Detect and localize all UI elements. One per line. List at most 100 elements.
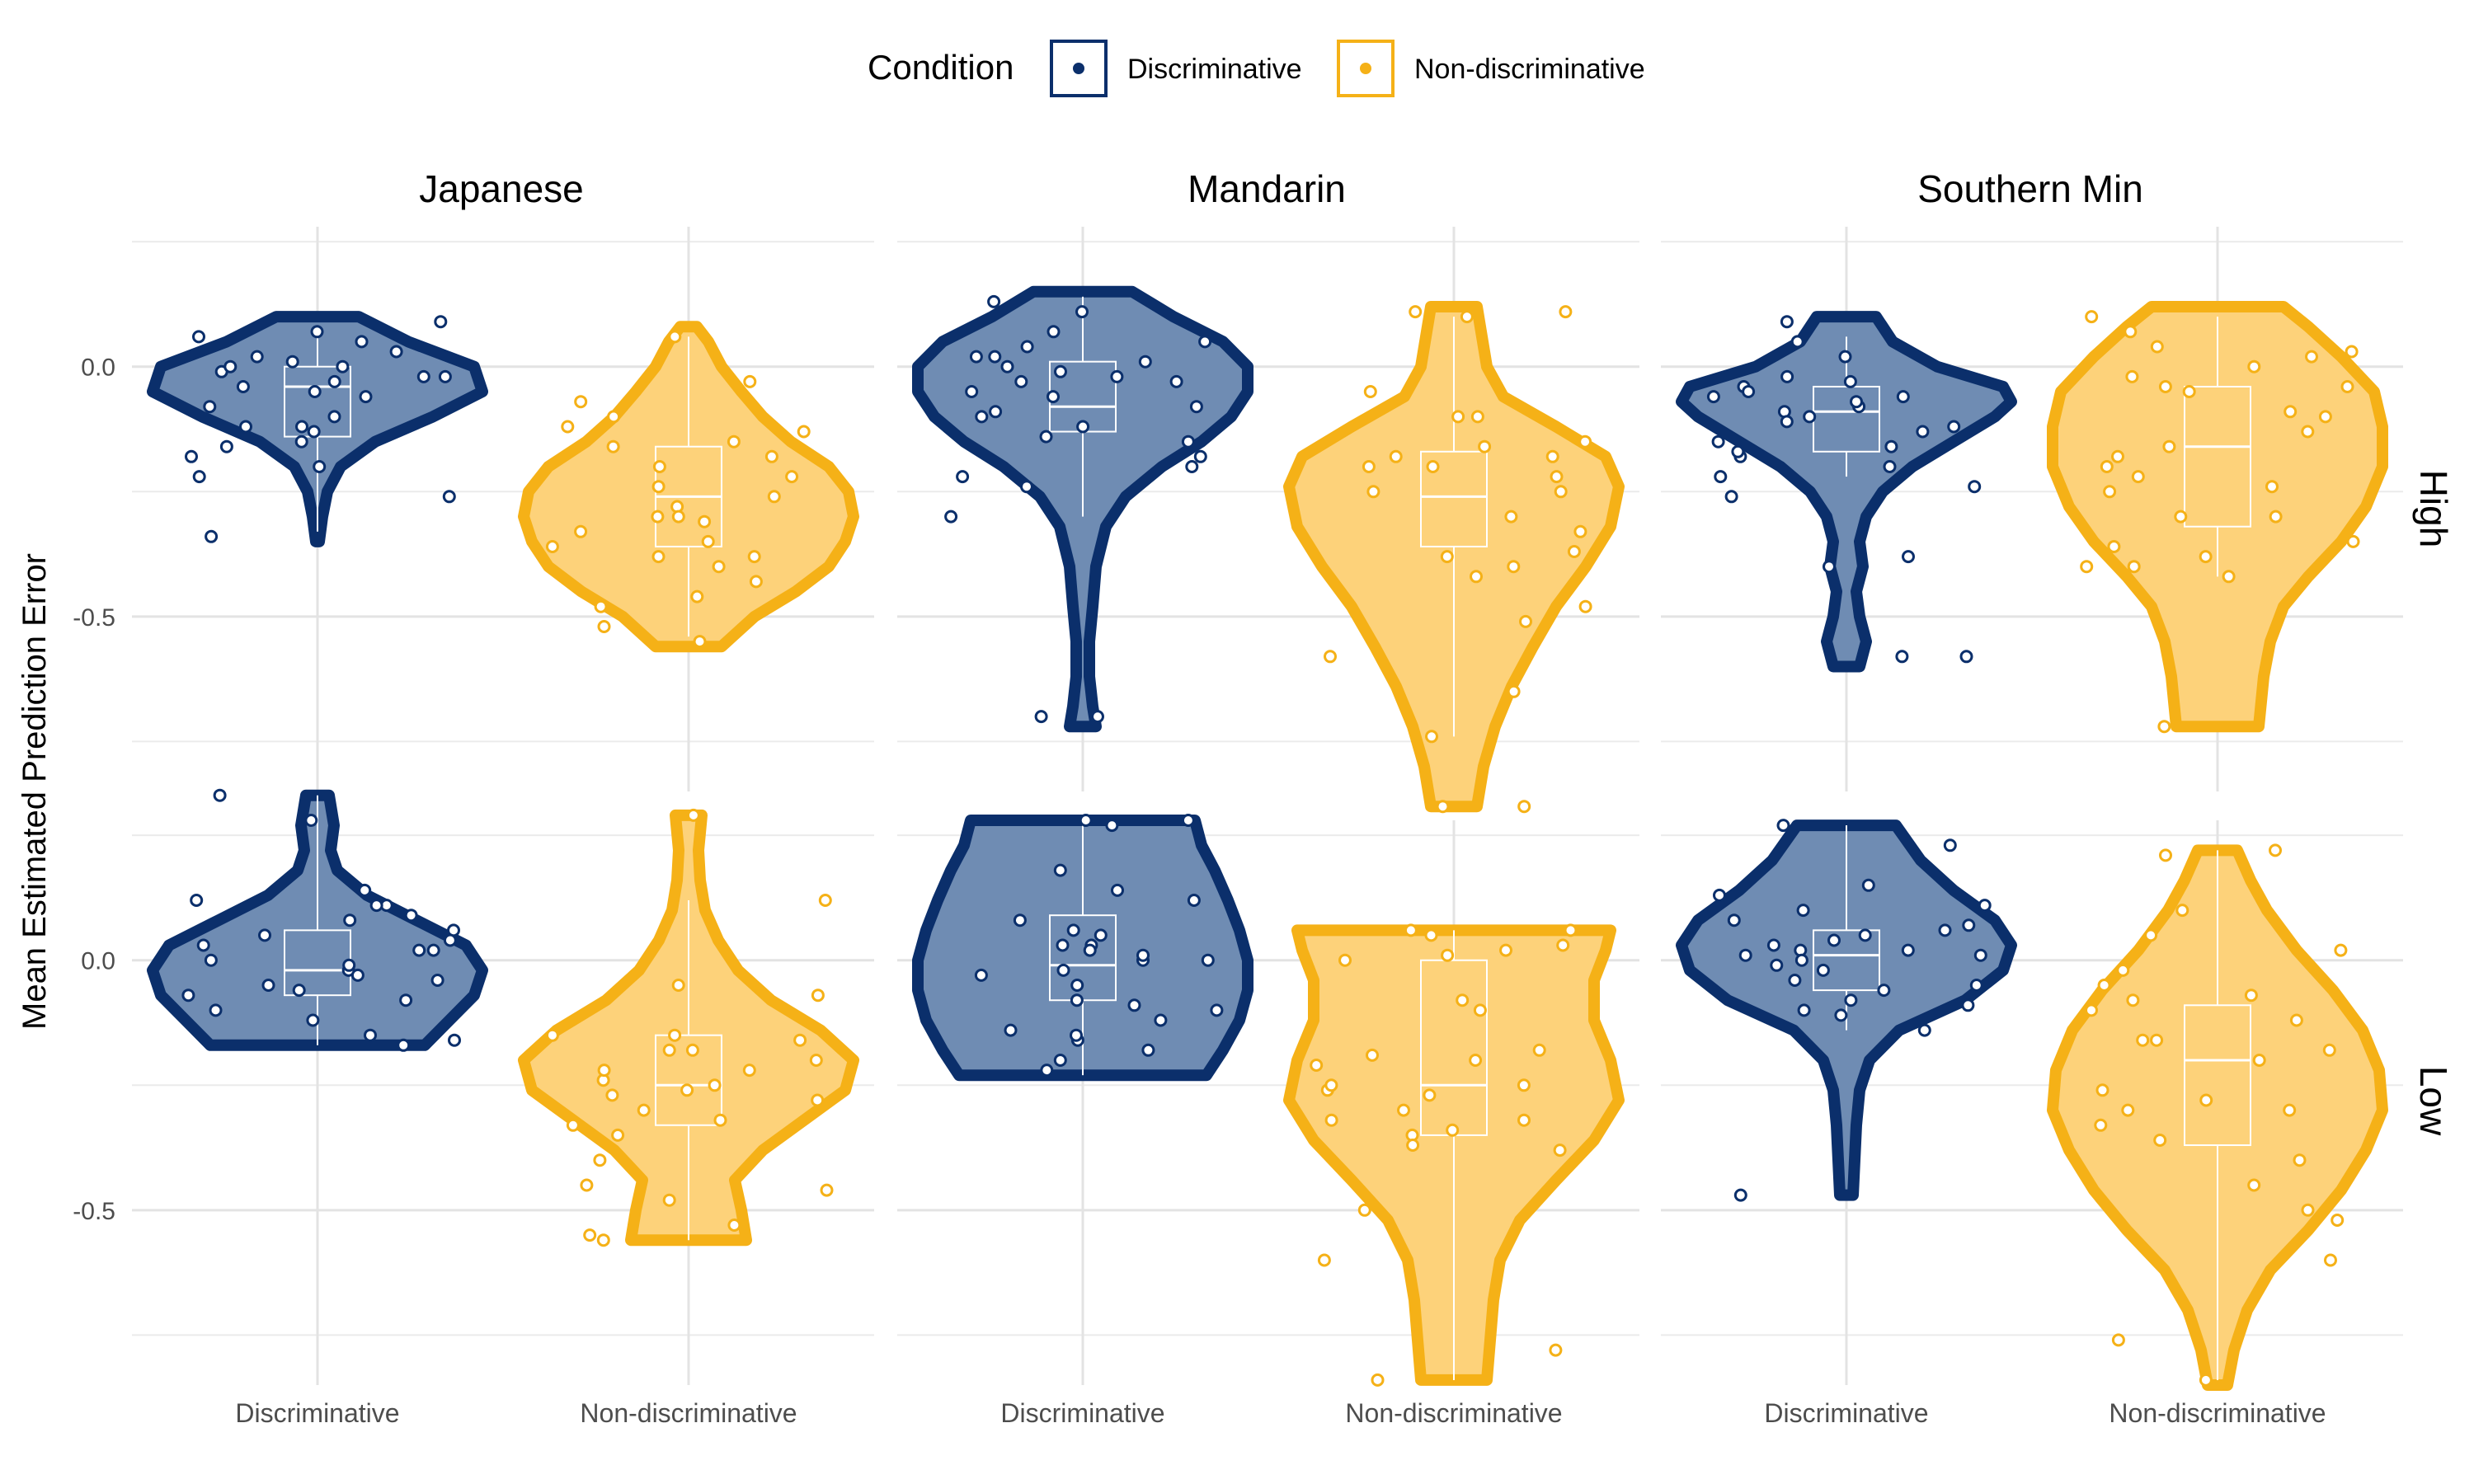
- group-non-discriminative: [1283, 301, 1625, 814]
- data-point: [1895, 650, 1909, 664]
- data-point: [1406, 1139, 1420, 1152]
- data-point: [1943, 838, 1957, 852]
- data-point: [580, 1178, 594, 1192]
- data-point: [764, 449, 778, 463]
- data-point: [1733, 1188, 1747, 1202]
- data-point: [1711, 434, 1725, 448]
- data-point: [1366, 1048, 1379, 1062]
- data-point: [561, 420, 575, 434]
- data-point: [1553, 1144, 1567, 1158]
- data-point: [1796, 904, 1810, 918]
- facet-label-high: High: [2412, 470, 2455, 548]
- data-point: [1901, 943, 1915, 957]
- data-point: [1075, 305, 1089, 319]
- data-point: [668, 1028, 682, 1042]
- data-point: [1564, 923, 1578, 937]
- data-point: [2252, 1054, 2266, 1067]
- data-point: [196, 938, 210, 952]
- data-point: [742, 1064, 756, 1078]
- data-point: [2284, 405, 2298, 419]
- data-point: [749, 575, 763, 589]
- data-point: [258, 928, 271, 942]
- data-point: [1056, 938, 1070, 952]
- data-point: [2085, 310, 2099, 324]
- facet-label-japanese: Japanese: [419, 167, 584, 210]
- box-iqr: [2184, 385, 2251, 528]
- data-point: [1310, 1059, 1324, 1072]
- data-point: [250, 350, 264, 364]
- facet-label-low: Low: [2412, 1066, 2455, 1136]
- data-point: [651, 550, 666, 564]
- data-point: [1780, 415, 1794, 429]
- data-point: [2334, 943, 2348, 957]
- data-point: [743, 374, 757, 388]
- data-point: [818, 894, 832, 907]
- data-point: [1969, 979, 1983, 992]
- data-point: [1056, 963, 1070, 977]
- data-point: [1559, 305, 1573, 319]
- data-point: [2269, 843, 2282, 857]
- data-point: [594, 599, 608, 613]
- data-point: [1193, 449, 1207, 463]
- data-point: [1517, 1078, 1531, 1092]
- group-discriminative: [147, 788, 488, 1052]
- panel-mandarin-high: [897, 227, 1639, 814]
- data-point: [668, 330, 682, 344]
- data-point: [448, 1033, 461, 1047]
- data-point: [1727, 913, 1741, 928]
- data-point: [671, 979, 685, 992]
- data-point: [1713, 888, 1726, 902]
- data-point: [350, 968, 365, 982]
- data-point: [2095, 1083, 2109, 1097]
- data-point: [1040, 1064, 1054, 1078]
- data-point: [1053, 863, 1067, 877]
- data-point: [1169, 374, 1183, 388]
- data-point: [1141, 1043, 1155, 1057]
- data-point: [209, 1003, 223, 1017]
- data-point: [336, 359, 350, 373]
- violin-discriminative: [1676, 311, 2017, 673]
- data-point: [416, 369, 430, 383]
- data-point: [2126, 993, 2140, 1007]
- data-point: [708, 1078, 722, 1092]
- data-point: [438, 369, 452, 383]
- data-point: [343, 913, 357, 928]
- legend-label-discriminative: Discriminative: [1127, 54, 1302, 85]
- data-point: [1066, 923, 1080, 937]
- data-point: [1020, 340, 1034, 354]
- data-point: [306, 1013, 320, 1027]
- data-point: [308, 385, 322, 398]
- data-point: [2247, 359, 2261, 373]
- data-point: [767, 490, 781, 504]
- data-point: [1357, 1203, 1371, 1217]
- data-point: [2100, 460, 2114, 473]
- data-point: [1397, 1103, 1410, 1117]
- data-point: [1198, 335, 1212, 349]
- data-point: [1770, 958, 1784, 972]
- data-point: [1816, 963, 1830, 977]
- data-point: [797, 425, 811, 439]
- legend-key-dot-discriminative: [1073, 63, 1084, 74]
- data-point: [975, 410, 989, 424]
- data-point: [1389, 449, 1403, 463]
- data-point: [1187, 894, 1201, 907]
- data-point: [545, 1028, 559, 1042]
- data-point: [1556, 938, 1570, 952]
- data-point: [2301, 425, 2315, 439]
- data-point: [1968, 480, 1982, 494]
- data-point: [1363, 385, 1377, 398]
- data-point: [203, 400, 217, 414]
- legend: Condition Discriminative Non-discriminat…: [868, 40, 1645, 97]
- data-point: [685, 1043, 699, 1057]
- data-point: [2222, 570, 2236, 584]
- data-point: [785, 470, 799, 484]
- data-point: [712, 560, 726, 574]
- data-point: [404, 909, 418, 923]
- data-point: [2094, 1118, 2108, 1132]
- data-point: [1902, 550, 1915, 564]
- data-point: [607, 410, 621, 424]
- group-non-discriminative: [1283, 923, 1625, 1387]
- data-point: [2331, 1214, 2345, 1227]
- panel-japanese-low: -0.5 0.0 Discriminative Non-discriminative: [73, 788, 874, 1428]
- data-point: [2097, 979, 2111, 992]
